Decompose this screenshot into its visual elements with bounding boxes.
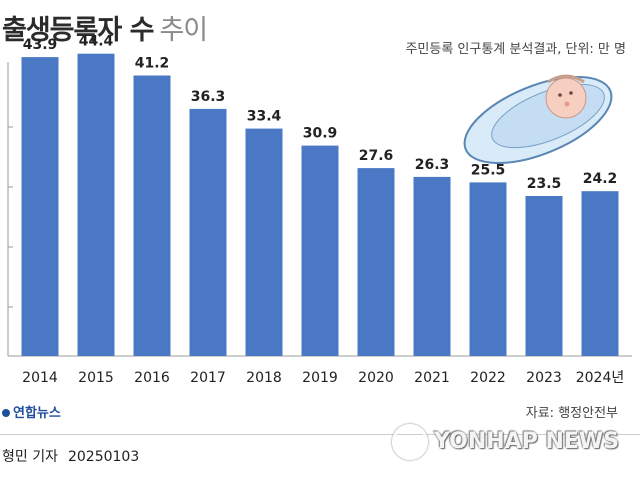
- bar-2017: [189, 108, 227, 357]
- value-label: 25.5: [471, 162, 506, 178]
- logo-dot-icon: [2, 409, 10, 417]
- chart-title-suffix: 추이: [159, 15, 208, 46]
- bar-2014: [21, 57, 59, 356]
- value-label: 26.3: [415, 157, 450, 173]
- x-tick-label: 2022: [470, 370, 506, 386]
- logo-text: 연합뉴스: [13, 406, 61, 421]
- bar-2015: [77, 53, 115, 356]
- y-axis: [7, 62, 13, 356]
- reporter-name: 형민 기자: [2, 449, 58, 465]
- bar-chart: 43.9 2014 44.4 2015 41.2 2016 36.3 2017 33.4 2018…: [7, 34, 632, 386]
- value-label: 24.2: [583, 171, 618, 187]
- value-label: 44.4: [79, 34, 114, 50]
- value-label: 27.6: [359, 148, 394, 164]
- x-tick-label: 2017: [190, 370, 226, 386]
- value-label: 33.4: [247, 109, 282, 125]
- x-tick-label: 2015: [78, 370, 114, 386]
- byline: 형민 기자 20250103: [2, 446, 139, 466]
- x-tick-label: 2023: [526, 370, 562, 386]
- x-tick-label: 2016: [134, 370, 170, 386]
- baby-illustration: [463, 74, 613, 164]
- value-label: 23.5: [527, 176, 562, 192]
- x-tick-label: 2014: [22, 370, 58, 386]
- bar-2022: [469, 182, 507, 356]
- value-label: 36.3: [191, 89, 226, 105]
- bar-2020: [357, 168, 395, 356]
- chart-subtitle: 주민등록 인구통계 분석결과, 단위: 만 명: [405, 42, 626, 57]
- value-label: 43.9: [23, 37, 58, 53]
- watermark-text: YONHAP NEWS: [434, 429, 620, 454]
- value-label: 41.2: [135, 56, 170, 72]
- bar-2021: [413, 176, 451, 356]
- bar-2019: [301, 145, 339, 356]
- x-tick-label: 2020: [358, 370, 394, 386]
- bar-2016: [133, 75, 171, 356]
- bars-group: 43.9 2014 44.4 2015 41.2 2016 36.3 2017 33.4 2018…: [21, 34, 625, 386]
- chart-title-main: 출생등록자 수: [2, 15, 154, 46]
- chart-title: 출생등록자 수 추이: [2, 8, 208, 47]
- value-label: 30.9: [303, 126, 338, 142]
- x-tick-label: 2018: [246, 370, 282, 386]
- yonhap-logo: 연합뉴스: [2, 402, 61, 421]
- x-tick-label: 2021: [414, 370, 450, 386]
- x-tick-label: 2024년: [576, 370, 625, 386]
- bar-2018: [245, 128, 283, 356]
- watermark-logo-icon: [392, 424, 428, 460]
- source-note: 자료: 행정안전부: [525, 406, 618, 421]
- watermark: YONHAP NEWS: [392, 424, 619, 460]
- publish-date: 20250103: [67, 449, 140, 465]
- footer-divider: [0, 434, 640, 435]
- bar-2024년: [581, 191, 619, 356]
- bar-2023: [525, 196, 563, 356]
- x-tick-label: 2019: [302, 370, 338, 386]
